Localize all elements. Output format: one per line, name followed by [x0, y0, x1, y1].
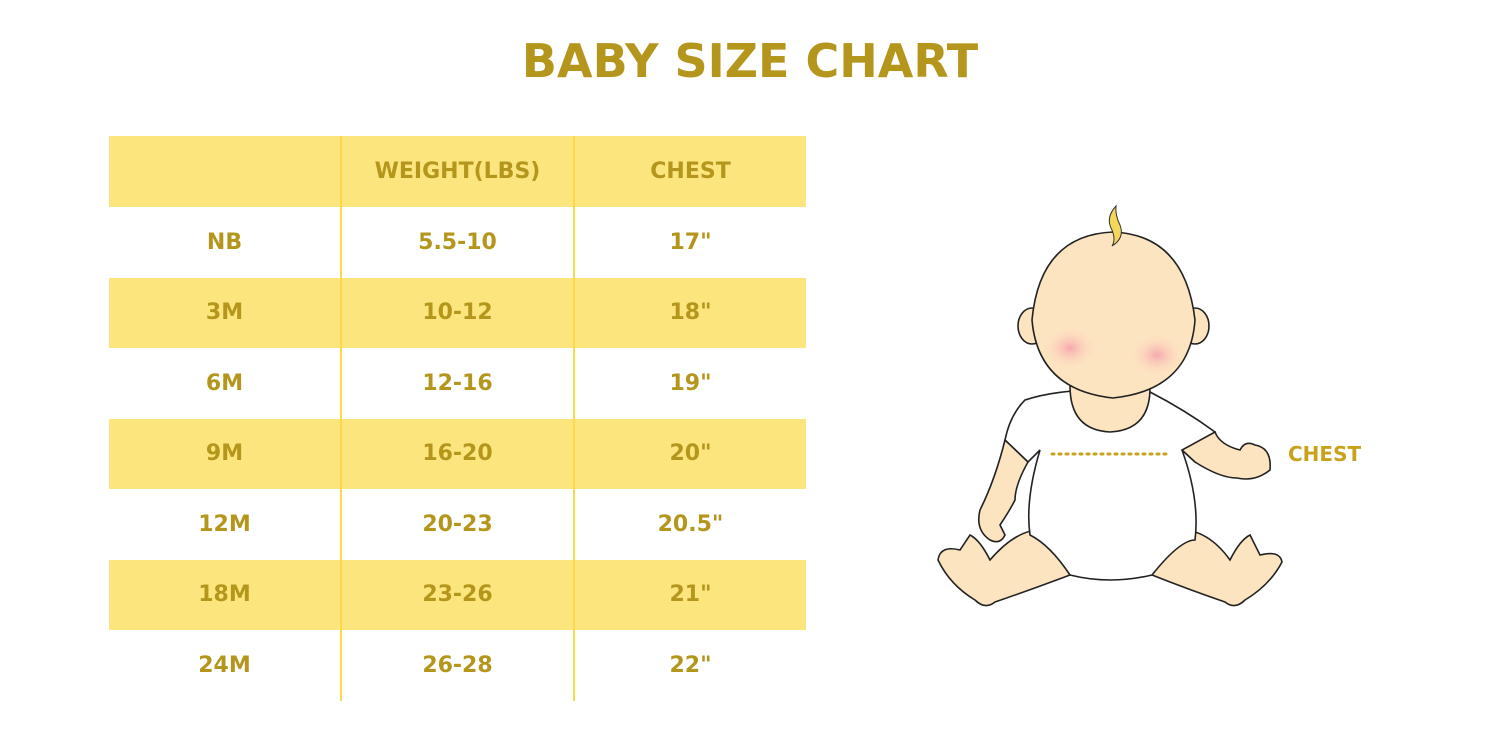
- table-row: 12M 20-23 20.5": [109, 489, 806, 560]
- baby-illustration-icon: [937, 204, 1283, 607]
- size-cell: 12M: [198, 511, 251, 537]
- table-row: 24M 26-28 22": [109, 630, 806, 701]
- size-cell: 18M: [109, 559, 341, 630]
- weight-cell: 5.5-10: [340, 207, 574, 278]
- weight-cell: 20-23: [340, 489, 574, 560]
- chest-cell: 19": [573, 348, 806, 419]
- chest-cell: 22": [573, 630, 806, 701]
- chest-cell: 20": [573, 418, 806, 489]
- size-table: WEIGHT(LBS) CHEST NB 5.5-10 17" 3M 10-12…: [109, 136, 806, 701]
- header-cell: [109, 136, 341, 207]
- size-cell: 3M: [109, 277, 341, 348]
- header-cell: WEIGHT(LBS): [340, 136, 574, 207]
- weight-cell: 10-12: [340, 277, 574, 348]
- chest-cell: 17": [573, 207, 806, 278]
- size-cell: NB: [206, 229, 243, 255]
- weight-cell: 26-28: [340, 630, 574, 701]
- table-row: NB 5.5-10 17": [109, 207, 806, 278]
- chest-cell: 21": [573, 559, 806, 630]
- weight-cell: 12-16: [340, 348, 574, 419]
- chest-label: CHEST: [1288, 442, 1362, 466]
- table-row: 9M 16-20 20": [109, 418, 806, 489]
- weight-cell: 23-26: [340, 559, 574, 630]
- size-cell: 6M: [205, 370, 244, 396]
- size-cell: 9M: [109, 418, 341, 489]
- size-cell: 24M: [198, 652, 251, 678]
- weight-cell: 16-20: [340, 418, 574, 489]
- table-header-row: WEIGHT(LBS) CHEST: [109, 136, 806, 207]
- table-row: 18M 23-26 21": [109, 559, 806, 630]
- page-title: BABY SIZE CHART: [521, 34, 979, 88]
- chest-cell: 18": [573, 277, 806, 348]
- header-cell: CHEST: [573, 136, 806, 207]
- table-row: 6M 12-16 19": [109, 348, 806, 419]
- table-row: 3M 10-12 18": [109, 277, 806, 348]
- chest-cell: 20.5": [573, 489, 806, 560]
